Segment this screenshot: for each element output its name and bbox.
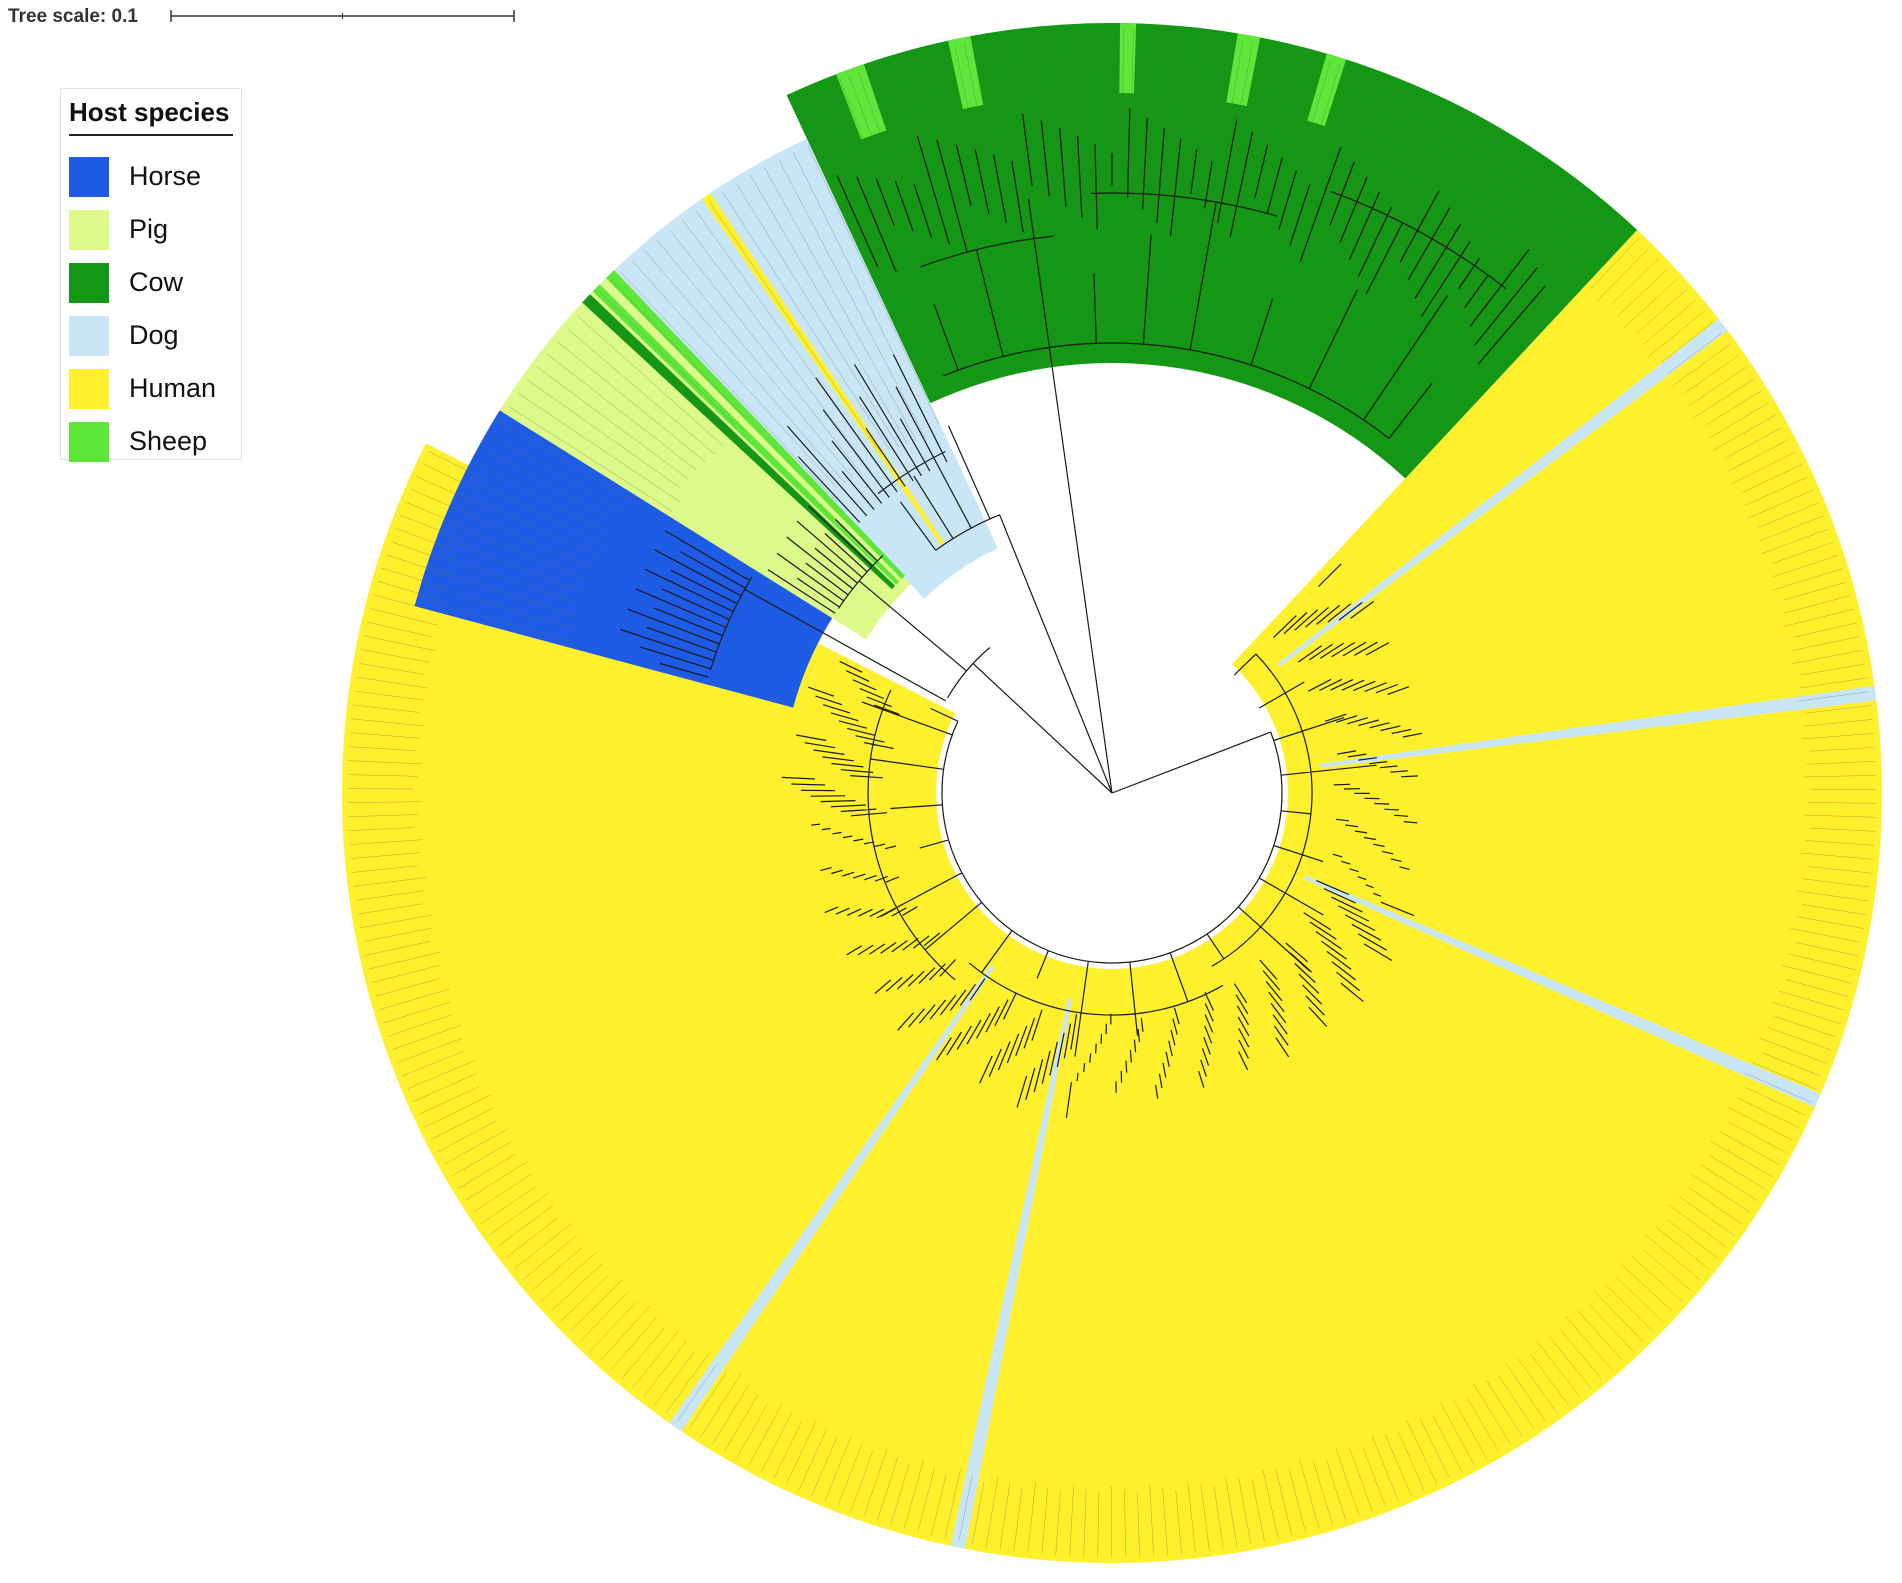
cow-clade-sector: [786, 23, 1638, 479]
tip-label-marks: [347, 28, 1877, 1557]
human-clade-sector: [341, 229, 1883, 1563]
legend-item-cow: Cow: [69, 256, 241, 309]
dog-strip-in-human-2: [1303, 875, 1821, 1108]
legend-swatch-dog: [69, 315, 109, 356]
sheep-patch-in-cow-0: [836, 64, 887, 140]
tree-branches: [620, 108, 1546, 1118]
legend-item-human: Human: [69, 362, 241, 415]
legend-item-dog: Dog: [69, 309, 241, 362]
legend-title: Host species: [69, 97, 233, 136]
sheep-strip-in-dog: [605, 270, 906, 580]
legend-label-dog: Dog: [129, 320, 179, 350]
sheep-patch-in-cow-4: [1307, 53, 1347, 127]
legend-label-sheep: Sheep: [129, 426, 208, 456]
legend-swatch-human: [69, 368, 109, 409]
legend-label-human: Human: [129, 373, 217, 403]
legend-swatch-pig: [69, 209, 109, 250]
legend-swatch-cow: [69, 262, 109, 303]
legend-item-sheep: Sheep: [69, 415, 241, 468]
legend: Host species Horse Pig Cow Dog Human She…: [60, 88, 242, 462]
pig-clade-sector: [499, 273, 911, 640]
dog-strip-in-human-0: [1277, 318, 1728, 667]
cow-strip-in-pig: [582, 294, 896, 590]
dog-strip-in-human-4: [669, 964, 995, 1432]
dog-strip-in-human-3: [950, 998, 1072, 1549]
legend-swatch-horse: [69, 156, 109, 197]
tree-scale-label: Tree scale: 0.1: [8, 6, 138, 27]
tree-scale: Tree scale: 0.1: [8, 2, 138, 32]
horse-clade-sector: [414, 410, 833, 708]
legend-label-horse: Horse: [129, 161, 202, 191]
legend-label-pig: Pig: [129, 214, 169, 244]
sheep-strip-in-pig: [592, 284, 900, 585]
legend-label-cow: Cow: [129, 267, 184, 297]
legend-swatch-sheep: [69, 421, 109, 462]
legend-item-pig: Pig: [69, 203, 241, 256]
dog-strip-in-human-1: [1319, 685, 1877, 768]
legend-item-horse: Horse: [69, 150, 241, 203]
